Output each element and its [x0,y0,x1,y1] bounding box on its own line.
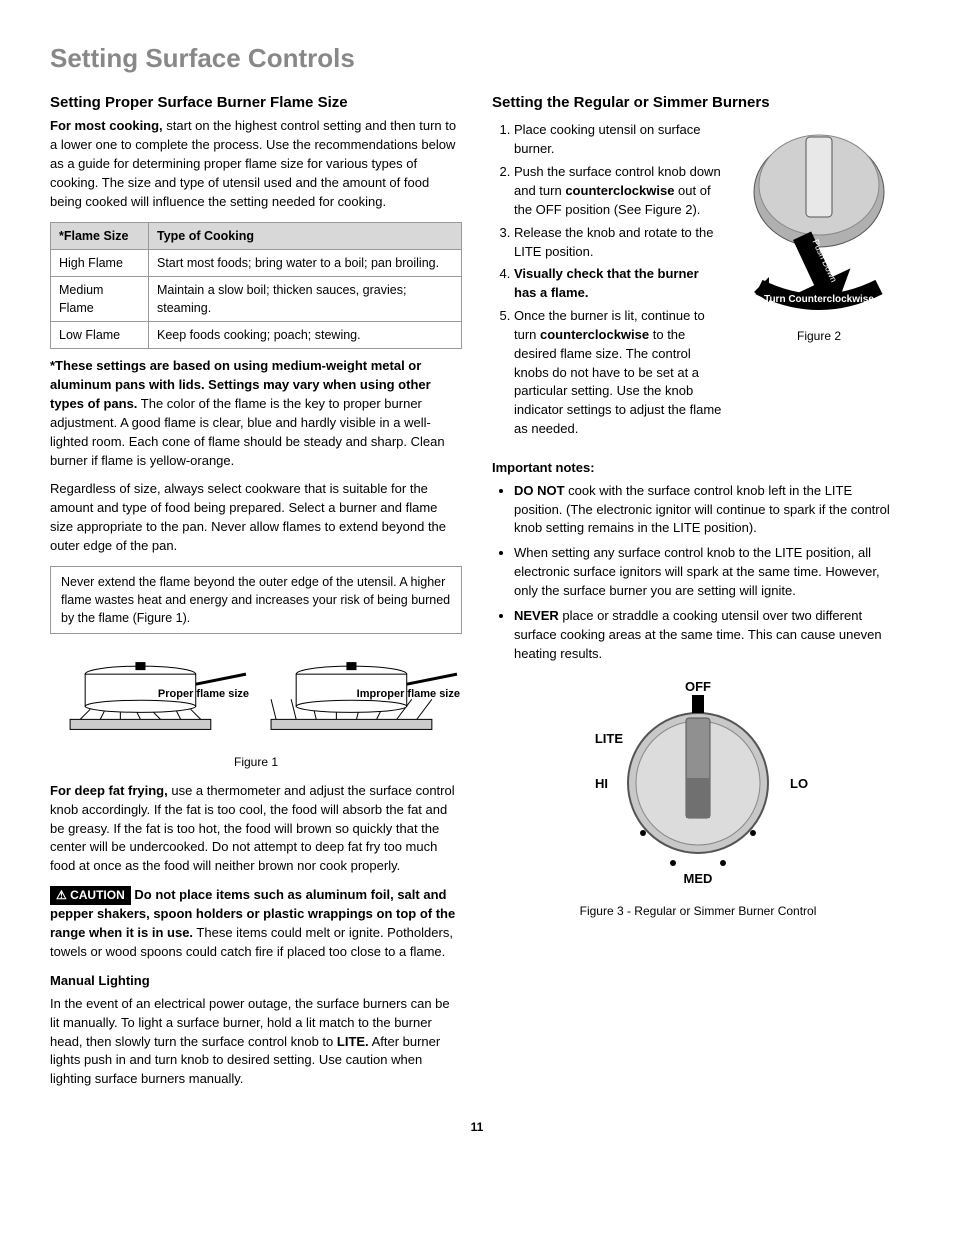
note-bold: NEVER [514,608,559,623]
steps-with-figure: Place cooking utensil on surface burner.… [492,117,904,449]
flame-size-table: *Flame Size Type of Cooking High Flame S… [50,222,462,350]
important-notes-heading: Important notes: [492,459,904,478]
table-cell: Medium Flame [51,276,149,321]
intro-bold: For most cooking, [50,118,163,133]
svg-text:OFF: OFF [685,679,711,694]
note-text: cook with the surface control knob left … [514,483,890,536]
svg-text:HI: HI [595,776,608,791]
table-row: High Flame Start most foods; bring water… [51,249,462,276]
manual-lighting-heading: Manual Lighting [50,972,462,991]
caution-badge: CAUTION [50,886,131,905]
table-row: Low Flame Keep foods cooking; poach; ste… [51,322,462,349]
section-heading-flame-size: Setting Proper Surface Burner Flame Size [50,92,462,114]
step-bold: Visually check that the burner has a fla… [514,266,699,300]
figure-3-caption: Figure 3 - Regular or Simmer Burner Cont… [492,903,904,920]
cookware-paragraph: Regardless of size, always select cookwa… [50,480,462,555]
intro-paragraph: For most cooking, start on the highest c… [50,117,462,211]
page-title: Setting Surface Controls [50,40,904,78]
figure-2: Push Down Turn Counterclockwise Figure 2 [734,117,904,449]
warning-note-box: Never extend the flame beyond the outer … [50,566,462,634]
table-row: Medium Flame Maintain a slow boil; thick… [51,276,462,321]
step-item: Push the surface control knob down and t… [514,163,722,220]
table-cell: Maintain a slow boil; thicken sauces, gr… [148,276,461,321]
svg-text:LITE: LITE [595,731,623,746]
note-item: DO NOT cook with the surface control kno… [514,482,904,539]
left-column: Setting Proper Surface Burner Flame Size… [50,86,462,1099]
table-cell: Low Flame [51,322,149,349]
step-bold: counterclockwise [565,183,674,198]
table-header: Type of Cooking [148,222,461,249]
deep-fry-bold: For deep fat frying, [50,783,168,798]
turn-ccw-label: Turn Counterclockwise [734,293,904,308]
manual-bold: LITE. [337,1034,369,1049]
step-item: Place cooking utensil on surface burner. [514,121,722,159]
step-item: Visually check that the burner has a fla… [514,265,722,303]
section-heading-burners: Setting the Regular or Simmer Burners [492,92,904,114]
note-text: place or straddle a cooking utensil over… [514,608,882,661]
table-cell: Start most foods; bring water to a boil;… [148,249,461,276]
table-header: *Flame Size [51,222,149,249]
after-table-paragraph: *These settings are based on using mediu… [50,357,462,470]
step-text: Place cooking utensil on surface burner. [514,122,700,156]
figure-1: Proper flame size Improper flame size [50,644,462,750]
step-text: Release the knob and rotate to the LITE … [514,225,713,259]
manual-lighting-paragraph: In the event of an electrical power outa… [50,995,462,1089]
step-item: Release the knob and rotate to the LITE … [514,224,722,262]
important-notes-list: DO NOT cook with the surface control kno… [492,482,904,664]
knob-dial-icon: OFF LITE HI LO MED [568,673,828,893]
note-text: When setting any surface control knob to… [514,545,880,598]
table-cell: High Flame [51,249,149,276]
figure-1-proper: Proper flame size [50,644,251,750]
figure-1-caption: Figure 1 [50,754,462,771]
figure-2-caption: Figure 2 [734,328,904,345]
svg-text:LO: LO [790,776,808,791]
note-bold: DO NOT [514,483,565,498]
improper-label: Improper flame size [357,688,460,701]
figure-3: OFF LITE HI LO MED [492,673,904,899]
proper-label: Proper flame size [158,688,249,701]
page-number: 11 [50,1119,904,1136]
step-bold: counterclockwise [540,327,649,342]
steps-list: Place cooking utensil on surface burner.… [492,121,722,439]
right-column: Setting the Regular or Simmer Burners Pl… [492,86,904,1099]
deep-fry-paragraph: For deep fat frying, use a thermometer a… [50,782,462,876]
table-cell: Keep foods cooking; poach; stewing. [148,322,461,349]
knob-turn-icon: Push Down [734,117,904,317]
note-item: NEVER place or straddle a cooking utensi… [514,607,904,664]
svg-text:MED: MED [684,871,713,886]
step-text: to the desired flame size. The control k… [514,327,721,436]
two-column-layout: Setting Proper Surface Burner Flame Size… [50,86,904,1099]
step-item: Once the burner is lit, continue to turn… [514,307,722,439]
caution-paragraph: CAUTION Do not place items such as alumi… [50,886,462,962]
note-item: When setting any surface control knob to… [514,544,904,601]
figure-1-improper: Improper flame size [261,644,462,750]
